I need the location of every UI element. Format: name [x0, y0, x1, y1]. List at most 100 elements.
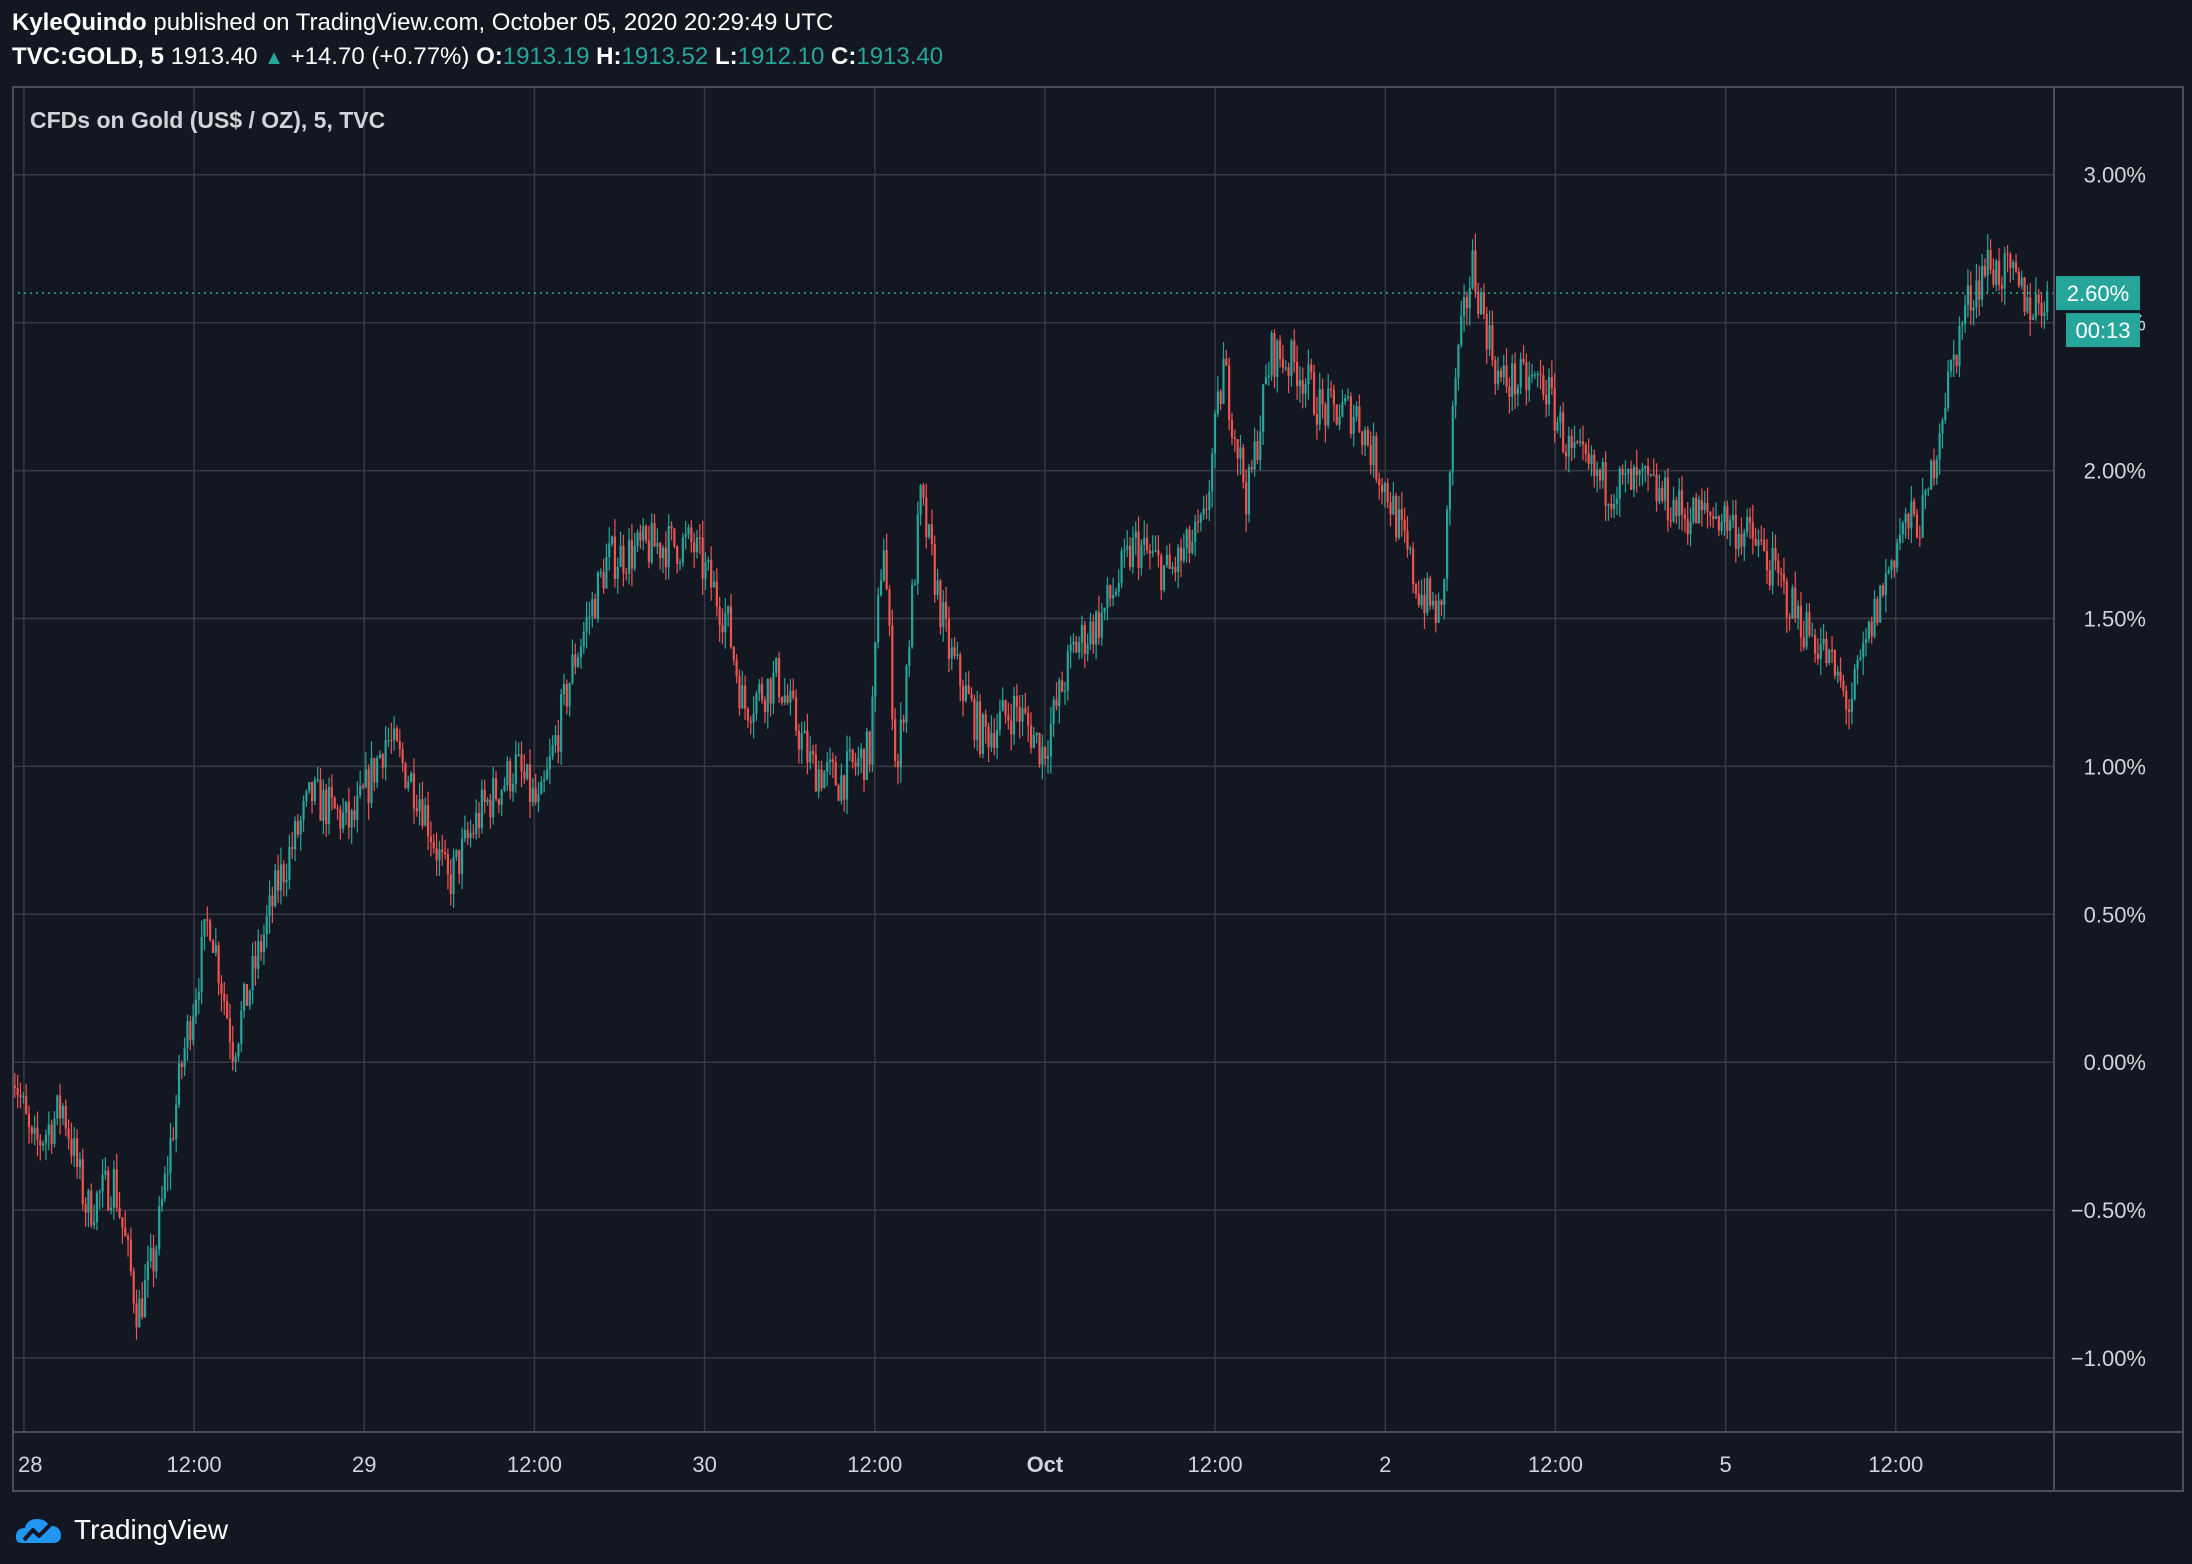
- candle-body: [1216, 391, 1219, 414]
- candle-body: [1287, 367, 1290, 376]
- candle-body: [1864, 638, 1868, 643]
- candle-body: [1417, 593, 1420, 606]
- candle-body: [1024, 708, 1027, 713]
- candle-body: [610, 536, 614, 544]
- candle-body: [613, 536, 617, 580]
- candle-body: [1293, 340, 1296, 362]
- candle-body: [650, 523, 653, 563]
- candle-body: [1545, 394, 1548, 405]
- candle-body: [933, 544, 936, 595]
- candle-body: [647, 540, 650, 563]
- candle-body: [1655, 474, 1658, 502]
- candle-body: [70, 1138, 73, 1156]
- candle-body: [1528, 376, 1531, 391]
- candle-body: [554, 735, 557, 746]
- candle-body: [438, 849, 441, 861]
- candle-body: [220, 983, 223, 994]
- candle-body: [1567, 435, 1570, 457]
- candle-body: [143, 1280, 147, 1318]
- candle-body: [1782, 574, 1786, 582]
- candle-body: [1092, 621, 1095, 645]
- candle-body: [1400, 509, 1403, 520]
- candle-body: [1012, 696, 1016, 735]
- candle-body: [1304, 383, 1307, 394]
- candle-body: [1378, 479, 1381, 486]
- candle-body: [1211, 453, 1214, 492]
- candle-body: [460, 838, 464, 874]
- candle-body: [622, 545, 625, 573]
- candle-body: [1233, 437, 1236, 440]
- x-tick-label: 2: [1379, 1452, 1391, 1477]
- chart-area[interactable]: CFDs on Gold (US$ / OZ), 5, TVC 3.00%2.5…: [10, 86, 2184, 1492]
- candle-body: [582, 631, 585, 647]
- candle-body: [404, 762, 407, 788]
- candle-body: [1966, 285, 1970, 306]
- candle-body: [1423, 594, 1426, 614]
- candle-body: [209, 920, 212, 941]
- candle-body: [1632, 467, 1636, 490]
- candle-body: [1247, 467, 1251, 515]
- candle-body: [704, 562, 707, 579]
- candle-body: [639, 532, 642, 541]
- candle-body: [1021, 708, 1024, 722]
- ohlc-line: TVC:GOLD, 5 1913.40 ▲ +14.70 (+0.77%) O:…: [12, 40, 2182, 75]
- candle-body: [1414, 584, 1418, 594]
- candle-body: [789, 690, 792, 703]
- candle-body: [265, 916, 268, 935]
- candle-body: [1443, 578, 1446, 605]
- candle-body: [1870, 621, 1873, 637]
- candle-body: [1262, 384, 1265, 432]
- x-tick-label: 12:00: [1188, 1452, 1243, 1477]
- candle-body: [64, 1106, 67, 1129]
- candle-body: [1349, 396, 1352, 434]
- candle-body: [279, 864, 283, 891]
- candle-body: [1508, 386, 1511, 397]
- x-axis[interactable]: 28 12:00 29 12:00 30 12:00 Oct 12:00 2 12:00 5 12:0…: [18, 1452, 1923, 1477]
- candle-body: [226, 1001, 229, 1019]
- candle-body: [894, 719, 897, 761]
- candle-body: [217, 945, 220, 984]
- candle-body: [840, 775, 843, 801]
- candle-body: [146, 1260, 149, 1281]
- tradingview-logo-icon[interactable]: [14, 1513, 64, 1547]
- candle-body: [421, 799, 424, 826]
- candle-body: [1989, 250, 1992, 270]
- candle-body: [1873, 598, 1876, 637]
- candle-body: [259, 941, 263, 953]
- candle-body: [231, 1041, 234, 1062]
- candle-body: [817, 769, 820, 792]
- author-name[interactable]: KyleQuindo: [12, 9, 147, 36]
- candle-body: [1997, 260, 2001, 286]
- candle-body: [959, 654, 962, 687]
- candle-body: [1714, 516, 1718, 519]
- candle-body: [1867, 621, 1870, 639]
- candle-body: [939, 580, 942, 628]
- candle-body: [189, 1021, 192, 1041]
- candle-body: [783, 695, 786, 703]
- candle-body: [1375, 435, 1378, 480]
- candle-body: [1383, 483, 1386, 493]
- candle-body: [1621, 468, 1624, 476]
- candle-body: [627, 540, 631, 574]
- candle-body: [367, 769, 370, 804]
- candle-body: [896, 760, 900, 768]
- candle-body: [1952, 354, 1955, 360]
- candle-body: [1431, 600, 1435, 606]
- candle-body: [248, 990, 251, 1006]
- candle-body: [769, 678, 772, 704]
- candle-body: [528, 764, 532, 803]
- candle-body: [497, 799, 500, 805]
- candle-body: [636, 532, 639, 546]
- brand-name[interactable]: TradingView: [74, 1514, 229, 1545]
- candle-body: [1522, 359, 1525, 362]
- price-chart[interactable]: CFDs on Gold (US$ / OZ), 5, TVC 3.00%2.5…: [10, 86, 2184, 1492]
- candle-body: [322, 789, 325, 821]
- candle-body: [1471, 250, 1474, 288]
- candle-body: [2000, 285, 2004, 289]
- candle-body: [285, 879, 288, 883]
- candle-body: [424, 805, 427, 826]
- candle-body: [1154, 550, 1157, 552]
- candle-body: [1547, 377, 1551, 405]
- candle-body: [429, 836, 433, 843]
- candle-body: [296, 821, 299, 835]
